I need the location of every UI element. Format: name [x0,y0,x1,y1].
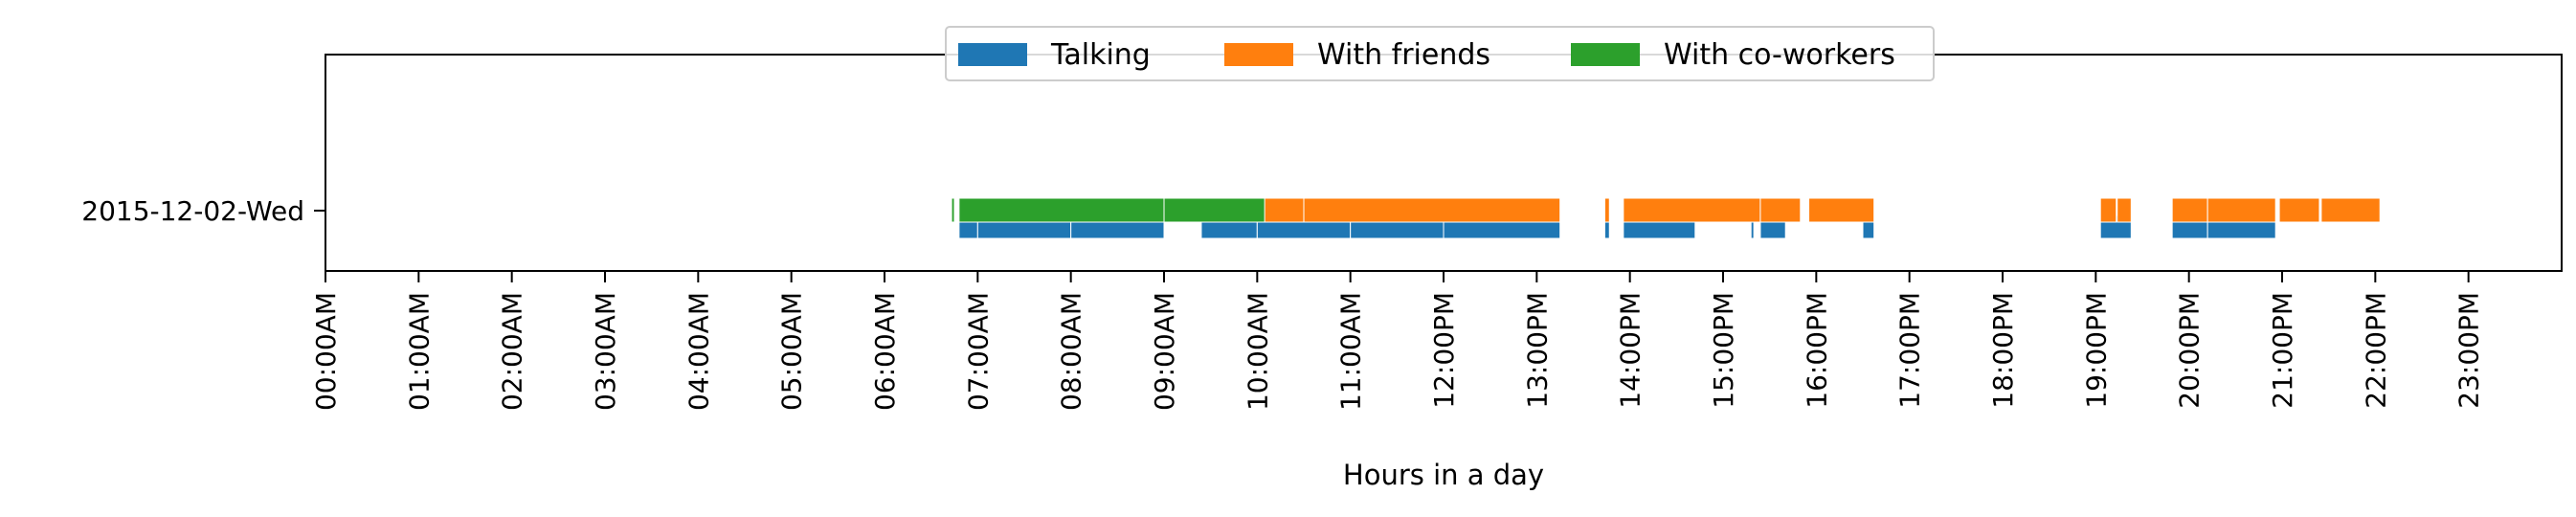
legend-label-talking: Talking [1050,38,1151,72]
x-tick-label: 18:00PM [1987,292,2019,409]
x-tick-label: 06:00AM [869,292,901,411]
x-tick-label: 20:00PM [2174,292,2206,409]
x-tick-label: 12:00PM [1428,292,1460,409]
x-tick-label: 22:00PM [2360,292,2391,409]
x-axis: 00:00AM 01:00AM 02:00AM 03:00AM 04:00AM 05:00… [310,271,2485,411]
x-tick-label: 03:00AM [590,292,621,411]
x-tick-label: 05:00AM [776,292,808,411]
legend: Talking With friends With co-workers [945,26,1935,81]
x-tick-label: 21:00PM [2267,292,2298,409]
bar-with-friends-2 [1603,197,1610,223]
x-tick-label: 10:00AM [1242,292,1273,411]
bar-with-friends-3 [1623,197,1761,223]
x-tick-label: 07:00AM [962,292,994,411]
legend-box [945,26,1935,81]
bars-layer [951,197,2381,239]
bar-with-friends-9 [2206,197,2276,223]
x-tick-label: 23:00PM [2453,292,2485,409]
x-tick-label: 15:00PM [1708,292,1739,409]
bar-with-friends-11 [2320,197,2381,223]
legend-swatch-with-friends [1224,43,1293,66]
x-tick-label: 00:00AM [310,292,342,411]
bar-with-friends-8 [2171,197,2208,223]
x-tick-label: 14:00PM [1615,292,1646,409]
legend-label-with-co-workers: With co-workers [1664,38,1895,72]
x-tick-label: 01:00AM [403,292,435,411]
bar-with-friends-5 [1808,197,1875,223]
x-tick-label: 11:00AM [1335,292,1367,411]
x-tick-label: 09:00AM [1149,292,1180,411]
bar-with-friends-6 [2099,197,2117,223]
x-tick-label: 13:00PM [1521,292,1553,409]
x-tick-label: 08:00AM [1056,292,1087,411]
legend-label-with-friends: With friends [1317,38,1490,72]
x-axis-title: Hours in a day [1343,459,1544,491]
x-tick-label: 02:00AM [497,292,528,411]
bar-with-friends-4 [1759,197,1802,223]
x-tick-label: 16:00PM [1801,292,1832,409]
bar-with-co-workers-0 [951,197,955,223]
bar-with-friends-7 [2117,197,2132,223]
x-tick-label: 04:00AM [683,292,714,411]
y-axis: 2015-12-02-Wed [81,195,325,227]
bar-with-friends-1 [1303,197,1561,223]
plot-area [325,54,2563,272]
y-tick-label: 2015-12-02-Wed [81,195,304,227]
bar-with-co-workers-1 [958,197,1165,223]
bar-with-friends-0 [1263,197,1305,223]
legend-swatch-with-co-workers [1571,43,1640,66]
x-tick-label: 19:00PM [2080,292,2112,409]
x-tick-label: 17:00PM [1894,292,1926,409]
bar-with-co-workers-2 [1163,197,1266,223]
bar-with-friends-10 [2278,197,2320,223]
legend-swatch-talking [958,43,1027,66]
